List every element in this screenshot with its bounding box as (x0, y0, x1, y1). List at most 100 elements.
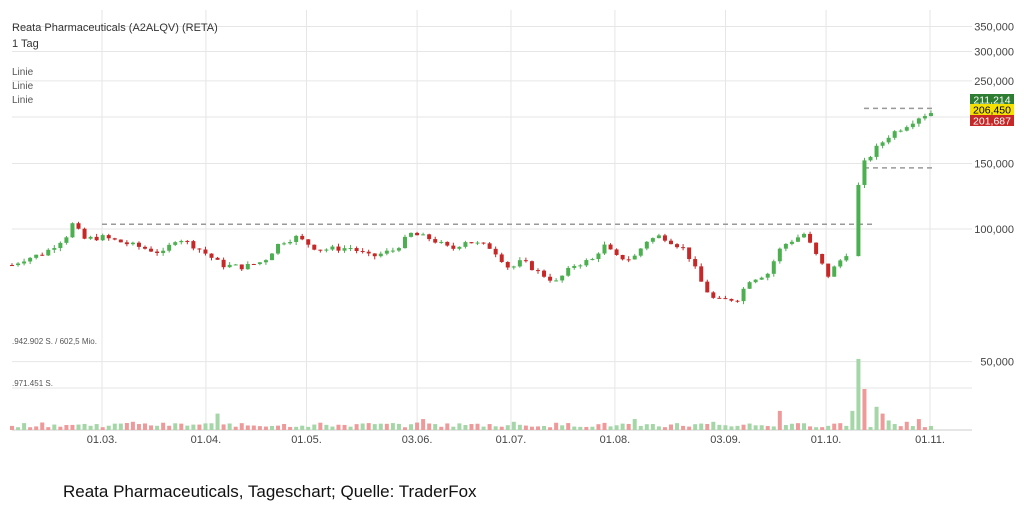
candle-body (130, 242, 135, 245)
volume-bar (348, 426, 353, 430)
volume-bar (662, 427, 667, 430)
volume-bar (100, 427, 105, 430)
volume-bar (783, 425, 788, 430)
volume-bar (10, 425, 14, 430)
volume-bar (699, 423, 704, 430)
volume-bar (844, 425, 849, 430)
price-badge (970, 104, 1014, 115)
volume-bar (469, 424, 474, 430)
volume-bar (191, 424, 196, 430)
volume-bar (765, 426, 770, 430)
candle-body (856, 184, 861, 257)
volume-bar (457, 423, 462, 430)
candle-body (886, 137, 891, 143)
volume-bar (185, 425, 190, 430)
candle-body (94, 236, 99, 241)
volume-bar (300, 425, 305, 430)
price-badge-label: 206,450 (973, 105, 1011, 117)
candle-body (910, 123, 915, 128)
volume-bar (318, 422, 323, 430)
candle-body (795, 237, 800, 242)
volume-bar (862, 389, 867, 430)
candle-body (330, 246, 335, 250)
volume-bar (535, 426, 540, 430)
volume-bar (161, 422, 166, 430)
volume-bar (832, 423, 837, 430)
price-badge (970, 94, 1014, 105)
volume-bar (197, 424, 202, 430)
volume-bar (668, 424, 673, 430)
candle-body (124, 242, 129, 245)
candle-body (735, 300, 740, 302)
x-tick-label: 01.10. (811, 434, 842, 446)
volume-bar (499, 426, 504, 430)
candle-body (826, 263, 831, 277)
volume-bar (578, 426, 583, 430)
candle-body (832, 266, 837, 277)
y-tick-label: 350,000 (974, 22, 1014, 34)
candle-body (384, 250, 389, 254)
volume-bar (638, 425, 643, 430)
candle-body (928, 113, 933, 117)
candle-body (481, 242, 486, 244)
candle-body (112, 238, 117, 240)
volume-bar (590, 426, 595, 430)
candle-body (348, 248, 353, 250)
indicator-label-3: Linie (12, 95, 34, 106)
y-tick-label: 250,000 (974, 76, 1014, 88)
volume-bar (729, 426, 734, 430)
volume-bar (650, 424, 655, 430)
volume-bar (88, 425, 93, 430)
candle-body (602, 244, 607, 254)
volume-bar (94, 424, 99, 430)
volume-bar (880, 413, 885, 430)
candle-body (880, 142, 885, 146)
indicator-label-1: Linie (12, 67, 34, 78)
candle-body (409, 232, 414, 237)
volume-bar (384, 423, 389, 430)
candle-body (862, 160, 867, 185)
candle-body (874, 145, 879, 157)
candle-body (705, 281, 710, 293)
volume-bar (542, 425, 547, 430)
volume-bar (282, 423, 287, 430)
candle-body (783, 243, 788, 249)
volume-bar (46, 427, 51, 430)
volume-bar (717, 424, 722, 430)
volume-bar (70, 424, 75, 430)
candle-body (221, 259, 226, 268)
candle-body (723, 298, 728, 300)
candle-body (463, 242, 468, 247)
candle-body (76, 223, 81, 229)
candle-body (415, 232, 420, 236)
candle-body (741, 288, 746, 302)
volume-bar (687, 426, 692, 430)
indicator-label-2: Linie (12, 81, 34, 92)
volume-bar (826, 425, 831, 430)
candle-body (396, 248, 401, 251)
volume-bar (820, 427, 825, 430)
candle-body (457, 246, 462, 249)
candle-body (802, 233, 807, 238)
candle-body (294, 235, 299, 242)
volume-bar (396, 423, 401, 430)
volume-bar (602, 422, 607, 430)
volume-bar (22, 423, 27, 430)
volume-bar (922, 427, 927, 430)
candle-body (421, 234, 426, 236)
candle-body (614, 249, 619, 255)
candle-body (167, 244, 172, 251)
candle-body (499, 254, 504, 262)
candle-body (747, 282, 752, 289)
volume-bar (118, 423, 123, 430)
volume-bar (675, 423, 680, 430)
candle-body (227, 264, 232, 268)
volume-bar (554, 422, 559, 430)
volume-bar (312, 424, 317, 430)
candle-body (433, 239, 438, 243)
volume-bar (245, 425, 250, 430)
candle-body (808, 233, 813, 243)
volume-bar (269, 425, 274, 430)
candle-body (717, 297, 722, 299)
